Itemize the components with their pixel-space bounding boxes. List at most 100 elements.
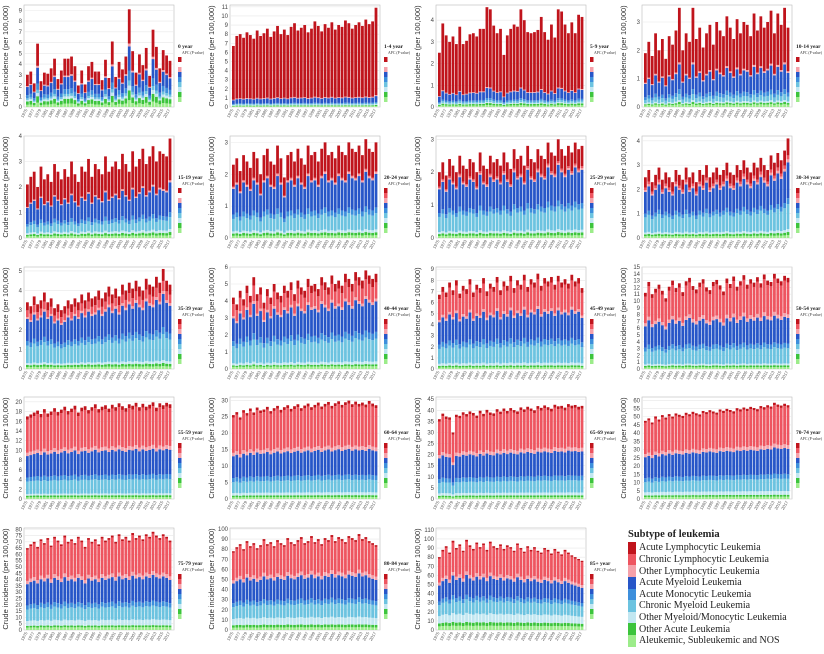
bar-segment (475, 231, 479, 234)
bar-segment (759, 100, 763, 103)
bar-segment (104, 292, 107, 302)
bar-segment (93, 222, 97, 232)
bar-segment (495, 366, 499, 369)
bar-segment (766, 366, 770, 369)
y-axis-label: Crude incidence (per 100,000) (1, 136, 10, 238)
bar-segment (691, 89, 695, 95)
bar-segment (361, 182, 364, 212)
bar-segment (320, 177, 324, 210)
bar-segment (556, 100, 560, 103)
bar-segment (475, 187, 479, 190)
bar-segment (158, 104, 162, 107)
bar-segment (711, 172, 715, 184)
bar-segment (248, 219, 252, 232)
bar-segment (694, 181, 698, 192)
x-tick-label: 1993 (493, 369, 502, 380)
bar-segment (560, 366, 564, 369)
bar-segment (255, 230, 259, 234)
bar-segment (121, 235, 124, 238)
bar-segment (148, 98, 152, 101)
bar-segment (158, 92, 162, 97)
bar-segment (776, 363, 780, 365)
x-tick-label: 2011 (554, 107, 563, 118)
bar-segment (773, 75, 776, 94)
bar-segment (529, 362, 533, 366)
bar-segment (451, 233, 455, 236)
x-tick-label: 1985 (54, 369, 63, 380)
bar-segment (759, 95, 763, 101)
bar-segment (529, 366, 533, 369)
bar-segment (361, 103, 364, 105)
bar-segment (654, 185, 657, 188)
x-tick-label: 2017 (780, 238, 789, 249)
bar-segment (458, 367, 462, 369)
bar-segment (451, 105, 455, 107)
bar-segment (762, 315, 766, 343)
bar-segment (475, 345, 479, 363)
y-axis-label: Crude incidence (per 100,000) (413, 136, 422, 238)
x-tick-label: 1977 (232, 238, 241, 249)
bar-segment (93, 364, 97, 367)
bar-segment (438, 104, 441, 106)
bar-segment (722, 103, 725, 105)
bar-segment (296, 214, 300, 230)
bar-segment (448, 340, 451, 346)
bar-segment (357, 104, 361, 106)
bar-segment (745, 318, 749, 322)
bar-segment (144, 360, 148, 364)
bar-segment (701, 318, 705, 344)
bar-segment (647, 214, 651, 232)
bar-segment (759, 232, 763, 236)
bar-segment (320, 148, 324, 176)
bar-segment (141, 235, 145, 238)
bar-segment (715, 366, 719, 369)
bar-segment (502, 310, 506, 314)
bar-segment (53, 89, 56, 94)
bar-segment (361, 25, 364, 98)
bar-segment (674, 186, 678, 211)
bar-segment (475, 186, 479, 188)
bar-segment (76, 366, 80, 369)
bar-segment (63, 342, 67, 347)
bar-segment (681, 191, 685, 194)
bar-segment (691, 233, 695, 236)
bar-segment (654, 363, 657, 366)
x-tick-label: 1999 (719, 107, 728, 118)
bar-segment (650, 364, 654, 366)
bar-segment (465, 315, 468, 319)
bar-segment (293, 230, 296, 234)
bar-segment (509, 343, 513, 363)
bar-segment (333, 158, 337, 183)
bar-segment (773, 212, 776, 232)
bar-segment (306, 213, 310, 230)
bar-segment (769, 235, 773, 238)
bar-segment (344, 106, 347, 107)
bar-segment (259, 104, 262, 106)
bar-segment (269, 184, 273, 186)
bar-segment (259, 286, 262, 295)
bar-segment (124, 307, 128, 310)
bar-segment (728, 27, 732, 72)
bar-segment (708, 293, 712, 322)
legend-swatch (384, 97, 388, 102)
bar-segment (100, 102, 104, 106)
x-tick-label: 2007 (334, 107, 343, 118)
bar-segment (232, 218, 235, 232)
bar-segment (327, 182, 330, 212)
bar-segment (711, 105, 715, 107)
bar-segment (783, 104, 786, 107)
bar-segment (87, 311, 90, 337)
bar-segment (272, 341, 276, 362)
bar-segment (448, 365, 451, 367)
bar-segment (769, 104, 773, 107)
bar-segment (684, 366, 688, 369)
bar-segment (293, 315, 296, 340)
x-tick-label: 2013 (355, 107, 364, 118)
bar-segment (299, 106, 303, 107)
bar-segment (354, 365, 358, 369)
bar-segment (310, 361, 313, 365)
bar-segment (664, 172, 668, 184)
bar-segment (492, 233, 496, 236)
bar-segment (684, 348, 688, 364)
bar-segment (39, 105, 43, 107)
